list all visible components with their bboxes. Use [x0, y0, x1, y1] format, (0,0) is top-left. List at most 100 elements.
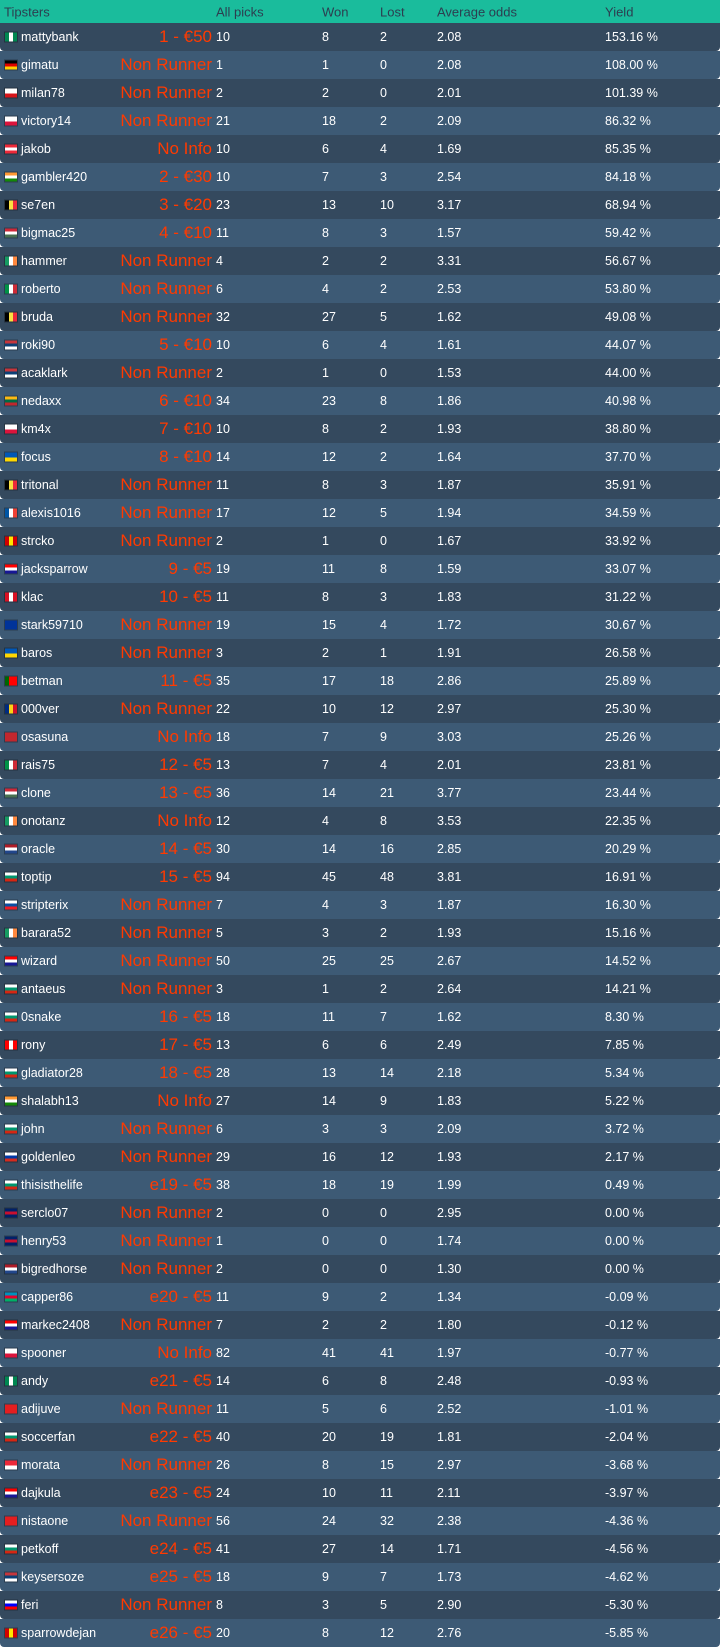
prize-label: e26 - €5: [149, 1623, 212, 1642]
header-lost[interactable]: Lost: [380, 4, 405, 19]
won-value: 1: [322, 366, 329, 380]
tipster-name[interactable]: tritonal: [21, 478, 59, 492]
tipster-name[interactable]: wizard: [21, 954, 58, 968]
prize-label: Non Runner: [120, 1203, 212, 1222]
tipster-name[interactable]: petkoff: [21, 1542, 59, 1556]
tipster-name[interactable]: roberto: [21, 282, 61, 296]
tipster-name[interactable]: rony: [21, 1038, 46, 1052]
tipster-name[interactable]: betman: [21, 674, 63, 688]
tipster-name[interactable]: stark59710: [21, 618, 83, 632]
tipster-name[interactable]: antaeus: [21, 982, 66, 996]
lost-value: 8: [380, 814, 387, 828]
lost-value: 4: [380, 618, 387, 632]
tipster-name[interactable]: nistaone: [21, 1514, 69, 1528]
all-picks-value: 11: [216, 590, 229, 604]
tipster-name[interactable]: osasuna: [21, 730, 69, 744]
tipster-name[interactable]: gimatu: [21, 58, 59, 72]
prize-label: 1 - €50: [159, 27, 212, 46]
country-flag-icon: [4, 983, 18, 995]
table-row: betman 11 - €5 35 17 18 2.86 25.89 %: [0, 667, 720, 695]
table-row: nedaxx 6 - €10 34 23 8 1.86 40.98 %: [0, 387, 720, 415]
average-odds-value: 1.34: [437, 1290, 462, 1304]
tipster-name[interactable]: rais75: [21, 758, 56, 772]
tipster-name[interactable]: feri: [21, 1598, 39, 1612]
tipster-name[interactable]: se7en: [21, 198, 56, 212]
lost-value: 8: [380, 1374, 387, 1388]
prize-label: Non Runner: [120, 643, 212, 662]
lost-value: 14: [380, 1542, 394, 1556]
tipster-name[interactable]: shalabh13: [21, 1094, 79, 1108]
tipster-name[interactable]: jacksparrow: [21, 562, 88, 576]
tipster-name[interactable]: dajkula: [21, 1486, 61, 1500]
tipster-name[interactable]: onotanz: [21, 814, 66, 828]
average-odds-value: 3.03: [437, 730, 462, 744]
tipster-name[interactable]: victory14: [21, 114, 72, 128]
tipster-name[interactable]: bigredhorse: [21, 1262, 88, 1276]
table-row: 0snake 16 - €5 18 11 7 1.62 8.30 %: [0, 1003, 720, 1031]
tipster-name[interactable]: oracle: [21, 842, 56, 856]
tipster-name[interactable]: thisisthelife: [21, 1178, 83, 1192]
tipster-name[interactable]: klac: [21, 590, 44, 604]
average-odds-value: 1.97: [437, 1346, 462, 1360]
tipster-name[interactable]: markec2408: [21, 1318, 90, 1332]
tipster-name[interactable]: adijuve: [21, 1402, 61, 1416]
tipster-name[interactable]: focus: [21, 450, 51, 464]
tipster-name[interactable]: toptip: [21, 870, 52, 884]
won-value: 12: [322, 450, 336, 464]
country-flag-icon: [4, 31, 18, 43]
tipster-name[interactable]: capper86: [21, 1290, 74, 1304]
country-flag-icon: [4, 563, 18, 575]
tipster-name[interactable]: bruda: [21, 310, 53, 324]
tipster-name[interactable]: clone: [21, 786, 51, 800]
tipster-name[interactable]: sparrowdejan: [21, 1626, 97, 1640]
tipster-name[interactable]: milan78: [21, 86, 65, 100]
tipster-name[interactable]: morata: [21, 1458, 60, 1472]
country-flag-icon: [4, 955, 18, 967]
tipster-name[interactable]: 0snake: [21, 1010, 62, 1024]
tipster-name[interactable]: john: [21, 1122, 45, 1136]
tipster-name[interactable]: barara52: [21, 926, 72, 940]
tipster-name[interactable]: gladiator28: [21, 1066, 83, 1080]
all-picks-value: 40: [216, 1430, 230, 1444]
tipster-name[interactable]: gambler420: [21, 170, 88, 184]
tipster-name[interactable]: henry53: [21, 1234, 67, 1248]
won-value: 1: [322, 982, 329, 996]
tipster-name[interactable]: km4x: [21, 422, 51, 436]
header-yield[interactable]: Yield: [605, 4, 634, 19]
tipster-name[interactable]: spooner: [21, 1346, 67, 1360]
country-flag-icon: [4, 675, 18, 687]
tipster-name[interactable]: stripterix: [21, 898, 69, 912]
average-odds-value: 3.53: [437, 814, 462, 828]
tipster-name[interactable]: alexis1016: [21, 506, 81, 520]
header-tipsters[interactable]: Tipsters: [4, 4, 50, 19]
tipster-name[interactable]: soccerfan: [21, 1430, 76, 1444]
tipster-name[interactable]: jakob: [21, 142, 51, 156]
tipster-name[interactable]: goldenleo: [21, 1150, 76, 1164]
header-won[interactable]: Won: [322, 4, 349, 19]
tipster-name[interactable]: roki90: [21, 338, 56, 352]
tipster-name[interactable]: 000ver: [21, 702, 60, 716]
prize-label: No Info: [157, 727, 212, 746]
country-flag-icon: [4, 171, 18, 183]
tipster-name[interactable]: strcko: [21, 534, 55, 548]
tipster-name[interactable]: nedaxx: [21, 394, 62, 408]
table-row: se7en 3 - €20 23 13 10 3.17 68.94 %: [0, 191, 720, 219]
tipster-name[interactable]: baros: [21, 646, 53, 660]
lost-value: 0: [380, 1206, 387, 1220]
tipster-name[interactable]: keysersoze: [21, 1570, 85, 1584]
lost-value: 0: [380, 534, 387, 548]
tipster-name[interactable]: andy: [21, 1374, 49, 1388]
prize-label: Non Runner: [120, 503, 212, 522]
average-odds-value: 2.64: [437, 982, 462, 996]
header-all-picks[interactable]: All picks: [216, 4, 264, 19]
tipster-name[interactable]: bigmac25: [21, 226, 76, 240]
tipster-name[interactable]: mattybank: [21, 30, 79, 44]
tipster-name[interactable]: acaklark: [21, 366, 68, 380]
lost-value: 4: [380, 338, 387, 352]
tipster-name[interactable]: serclo07: [21, 1206, 69, 1220]
all-picks-value: 10: [216, 422, 230, 436]
header-average-odds[interactable]: Average odds: [437, 4, 517, 19]
tipster-name[interactable]: hammer: [21, 254, 67, 268]
table-row: gambler420 2 - €30 10 7 3 2.54 84.18 %: [0, 163, 720, 191]
prize-label: Non Runner: [120, 1119, 212, 1138]
